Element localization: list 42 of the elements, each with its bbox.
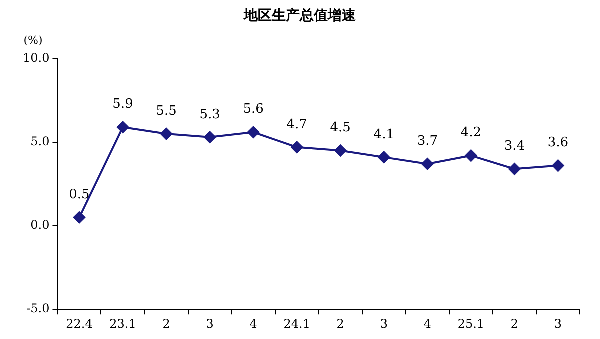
data-label: 4.5 xyxy=(330,120,351,136)
x-tick-label: 25.1 xyxy=(458,316,485,331)
point xyxy=(291,141,304,154)
y-tick-label: 10.0 xyxy=(23,50,50,65)
x-tick-label: 4 xyxy=(424,316,432,331)
point xyxy=(160,128,173,140)
data-label: 5.9 xyxy=(112,97,134,112)
point xyxy=(117,121,130,134)
x-tick-label: 3 xyxy=(380,316,388,331)
data-label: 5.5 xyxy=(156,104,177,119)
point xyxy=(378,151,390,164)
x-tick-label: 3 xyxy=(554,316,562,331)
point xyxy=(422,158,434,170)
x-tick-label: 3 xyxy=(206,316,214,331)
x-tick-label: 2 xyxy=(336,316,344,331)
y-tick-label: 0.0 xyxy=(30,218,50,232)
x-tick-label: 23.1 xyxy=(110,316,136,331)
data-label: 4.7 xyxy=(286,117,308,132)
data-label: 5.3 xyxy=(200,107,220,122)
x-tick-label: 2 xyxy=(510,316,519,331)
x-tick-label: 2 xyxy=(162,316,170,331)
point xyxy=(508,163,521,176)
point xyxy=(248,126,260,138)
x-tick-label: 22.4 xyxy=(66,316,94,331)
point xyxy=(552,160,564,172)
x-tick-label: 24.1 xyxy=(284,316,310,331)
data-label: 3.7 xyxy=(417,134,438,150)
point xyxy=(204,131,216,144)
y-tick-label: -5.0 xyxy=(26,302,50,316)
point xyxy=(73,212,86,224)
chart-title: 地区生产总值增速 xyxy=(243,7,357,24)
data-label: 3.6 xyxy=(548,136,569,151)
data-label: 4.1 xyxy=(374,127,394,142)
point xyxy=(334,144,347,157)
data-label: 3.4 xyxy=(504,139,526,154)
x-tick-label: 4 xyxy=(250,316,258,331)
y-axis-title: (%) xyxy=(24,34,43,48)
data-label: 4.2 xyxy=(460,126,482,141)
data-label: 5.6 xyxy=(243,102,264,118)
data-label: 0.5 xyxy=(69,188,90,203)
y-tick-label: 5.0 xyxy=(30,134,50,149)
point xyxy=(465,150,478,162)
